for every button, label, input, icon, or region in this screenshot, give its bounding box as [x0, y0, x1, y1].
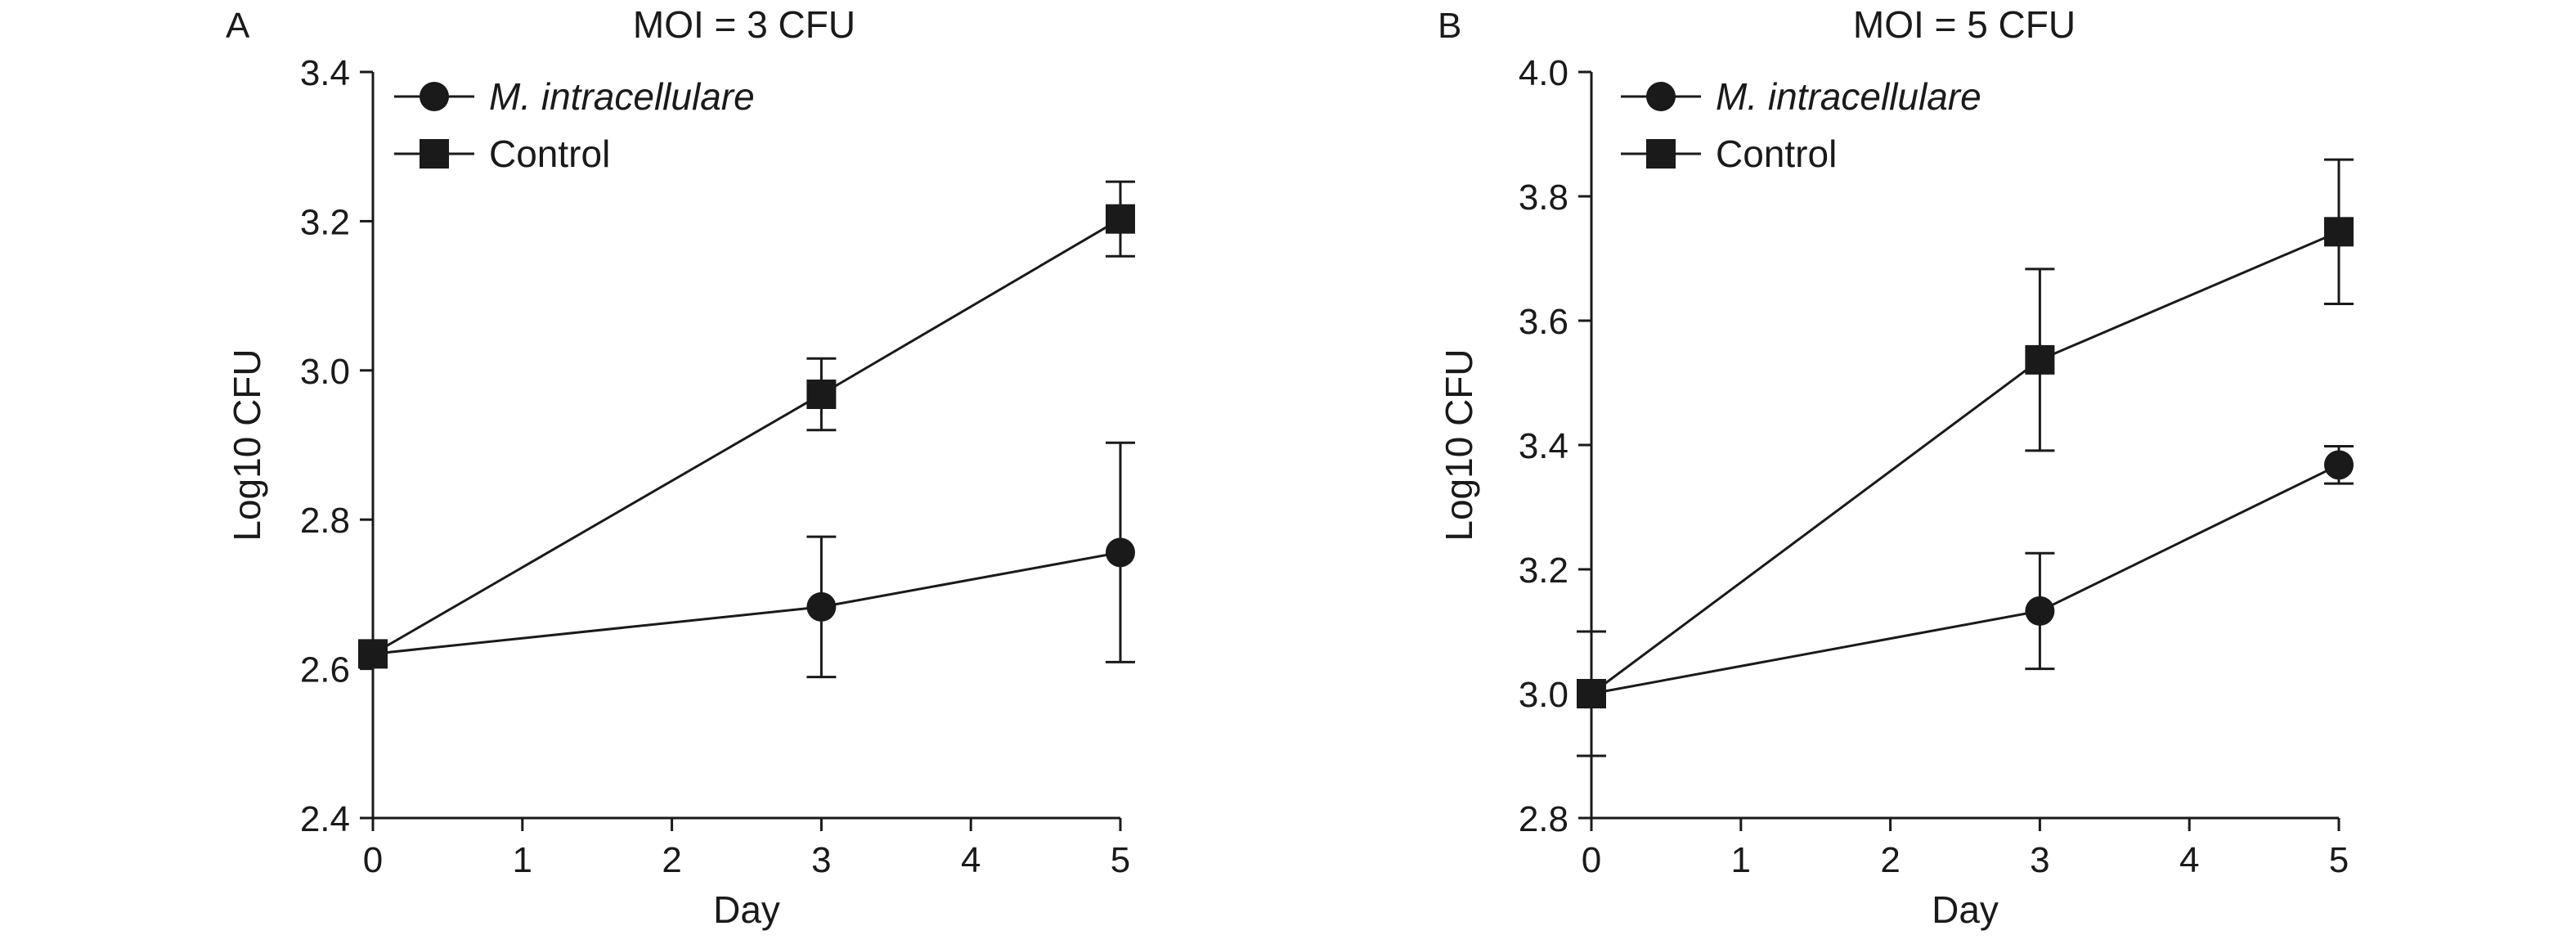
legend-label: M. intracellulare — [489, 75, 755, 118]
legend-label: Control — [1716, 133, 1837, 175]
y-tick-label: 3.4 — [300, 53, 350, 93]
x-tick-label: 1 — [513, 840, 532, 880]
x-tick-label: 4 — [2179, 840, 2199, 880]
legend-label: Control — [489, 133, 610, 175]
y-tick-label: 3.8 — [1519, 178, 1568, 218]
y-tick-label: 3.0 — [300, 352, 350, 392]
y-tick-label: 3.2 — [1519, 551, 1568, 591]
y-tick-label: 3.2 — [300, 202, 350, 242]
panel-label: B — [1438, 6, 1461, 46]
data-point-square — [806, 379, 837, 409]
legend-marker-circle — [1646, 82, 1676, 111]
x-tick-label: 2 — [662, 840, 681, 880]
x-tick-label: 3 — [811, 840, 831, 880]
data-point-square — [1106, 204, 1135, 234]
legend-label: M. intracellulare — [1716, 75, 1981, 118]
y-tick-label: 2.4 — [300, 799, 350, 839]
x-tick-label: 5 — [2329, 840, 2349, 880]
y-tick-label: 3.6 — [1519, 302, 1568, 342]
data-point-circle — [806, 591, 837, 622]
series-line — [372, 218, 1121, 655]
chart-title: MOI = 3 CFU — [633, 3, 855, 46]
series-control — [1577, 158, 2354, 708]
x-tick-label: 2 — [1880, 840, 1900, 880]
data-point-square — [1577, 679, 1606, 708]
legend-marker-square — [420, 139, 449, 169]
data-point-circle — [1106, 537, 1135, 568]
y-tick-label: 2.6 — [300, 650, 350, 690]
legend-marker-square — [1646, 139, 1676, 169]
legend-marker-circle — [420, 82, 449, 111]
series-intracellulare — [1577, 445, 2354, 757]
y-axis-label: Log10 CFU — [226, 348, 268, 541]
data-point-square — [358, 639, 388, 669]
x-axis-label: Day — [1932, 888, 1999, 931]
data-point-circle — [2324, 450, 2354, 480]
x-tick-label: 5 — [1111, 840, 1130, 880]
legend: M. intracellulare Control — [1621, 75, 1981, 175]
chart-title: MOI = 5 CFU — [1853, 3, 2076, 46]
x-tick-label: 0 — [1582, 840, 1601, 880]
series-intracellulare — [358, 441, 1135, 679]
series-control — [358, 180, 1135, 669]
panel-label: A — [226, 6, 250, 46]
x-tick-label: 3 — [2030, 840, 2049, 880]
y-tick-label: 4.0 — [1519, 53, 1568, 93]
y-tick-label: 3.0 — [1519, 675, 1568, 715]
data-point-square — [2025, 344, 2055, 375]
data-point-circle — [2025, 596, 2055, 626]
legend: M. intracellulare Control — [394, 75, 755, 175]
chart-panel-b: B MOI = 5 CFU 2.8 3.0 3.2 3.4 3.6 3.8 4.0 0 1 2 3 4 5 D… — [1438, 3, 2354, 931]
series-line — [1591, 463, 2340, 695]
data-point-square — [2324, 217, 2354, 247]
y-axis-label: Log10 CFU — [1438, 348, 1480, 541]
x-tick-label: 4 — [961, 840, 981, 880]
y-tick-label: 2.8 — [1519, 799, 1568, 839]
series-line — [372, 551, 1121, 655]
x-axis-label: Day — [713, 888, 780, 931]
chart-panel-a: A MOI = 3 CFU 2.4 2.6 2.8 3.0 3.2 3.4 0 1 2 3 4 5 Day L… — [226, 3, 1135, 931]
y-tick-label: 3.4 — [1519, 426, 1568, 466]
y-tick-label: 2.8 — [300, 501, 350, 541]
x-tick-label: 0 — [363, 840, 383, 880]
x-tick-label: 1 — [1731, 840, 1751, 880]
